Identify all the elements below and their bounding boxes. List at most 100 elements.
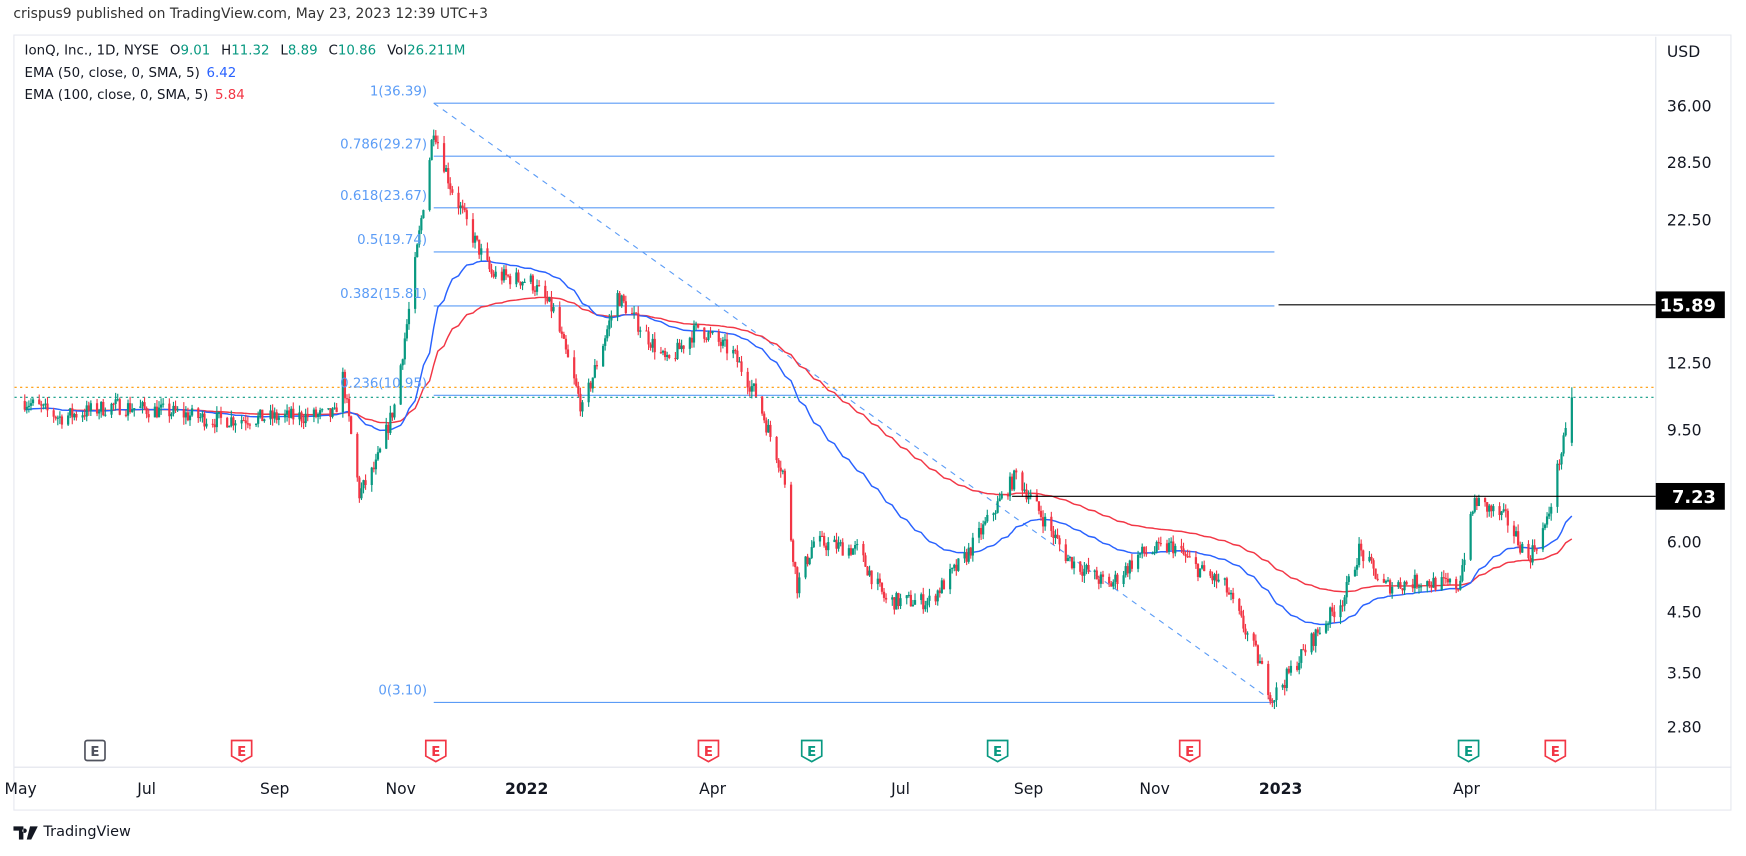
candle-body [876, 578, 879, 585]
candle-body [1426, 581, 1429, 587]
candle [133, 408, 136, 417]
candle-body [459, 205, 462, 209]
ema100-legend[interactable]: EMA (100, close, 0, SMA, 5) 5.84 [24, 86, 245, 103]
candle [1275, 682, 1278, 707]
currency-label: USD [1667, 43, 1700, 61]
candle-body [1318, 632, 1321, 634]
candle [1081, 565, 1084, 582]
candle [765, 417, 768, 436]
candle-body [969, 547, 972, 556]
earnings-marker-shape [84, 739, 106, 762]
earnings-marker-icon[interactable]: E [84, 739, 106, 762]
candle-body [1430, 585, 1433, 588]
candle-body [1188, 556, 1191, 558]
candle [558, 301, 561, 333]
candle [1461, 558, 1464, 583]
candle-body [1448, 579, 1452, 583]
candle [197, 407, 200, 423]
earnings-marker-icon[interactable]: E [986, 739, 1009, 763]
candle [362, 479, 365, 494]
candle [1112, 579, 1115, 590]
candle-body [1198, 568, 1202, 578]
candle [490, 263, 493, 278]
candle-body [920, 594, 923, 601]
candle-body [1459, 580, 1462, 590]
candle-body [521, 281, 524, 286]
candle [1167, 538, 1171, 555]
candle-body [436, 142, 439, 144]
candle-body [1300, 649, 1303, 663]
candle [1419, 583, 1423, 592]
candle-body [1112, 581, 1115, 587]
ema50-legend[interactable]: EMA (50, close, 0, SMA, 5) 6.42 [24, 64, 237, 81]
candle-body [1298, 662, 1301, 670]
candle [290, 406, 293, 419]
candle [211, 419, 214, 428]
earnings-marker-icon[interactable]: E [1457, 739, 1480, 763]
candle-body [306, 413, 309, 418]
candle-body [1070, 557, 1074, 569]
earnings-marker-icon[interactable]: E [1178, 739, 1201, 763]
candle [719, 337, 722, 353]
candle [1473, 494, 1476, 514]
candle-body [1153, 551, 1156, 554]
candle-body [928, 595, 931, 601]
fib-level-label: 1(36.39) [370, 84, 427, 99]
candle [347, 393, 351, 422]
candle-body [957, 558, 960, 571]
candle [938, 587, 941, 598]
candle [1211, 571, 1214, 585]
tradingview-logo[interactable]: TradingView [13, 824, 131, 841]
candle [676, 338, 679, 360]
time-tick-label: Nov [1139, 780, 1169, 798]
candle [924, 600, 927, 612]
candle [478, 239, 481, 259]
candle [1139, 553, 1142, 558]
candle-body [449, 183, 452, 190]
candle [23, 394, 26, 412]
candle [709, 326, 712, 338]
earnings-marker-icon[interactable]: E [800, 739, 823, 763]
price-tick-label: 2.80 [1667, 719, 1702, 737]
candle [1541, 522, 1545, 553]
candle [385, 417, 388, 450]
candle [792, 538, 795, 567]
candle [635, 312, 638, 315]
earnings-marker-icon[interactable]: E [697, 739, 720, 763]
earnings-marker-icon[interactable]: E [424, 739, 447, 763]
candle [1360, 539, 1363, 557]
candle [1558, 459, 1561, 471]
candle-body [618, 293, 621, 307]
candle-body [75, 413, 78, 418]
candle [401, 358, 404, 370]
candle-body [632, 312, 636, 314]
candle [680, 339, 683, 353]
candle [523, 278, 526, 283]
candle [67, 412, 70, 427]
candle-body [1050, 516, 1053, 531]
symbol-legend[interactable]: IonQ, Inc., 1D, NYSE O9.01 H11.32 L8.89 … [24, 42, 472, 58]
candle-body [1399, 582, 1402, 589]
candle [186, 407, 190, 422]
candle-body [1302, 649, 1305, 651]
candle [703, 327, 706, 343]
candle-body [174, 405, 177, 411]
candle [451, 185, 454, 195]
candle [1564, 422, 1567, 437]
candle [1434, 576, 1437, 592]
candle [1188, 550, 1191, 558]
candle [1304, 644, 1307, 656]
candle-body [1345, 581, 1348, 598]
candle [1486, 502, 1489, 518]
candle [1023, 482, 1026, 493]
candle-body [335, 407, 338, 413]
earnings-marker-icon[interactable]: E [1544, 739, 1567, 763]
candle-body [835, 539, 838, 549]
fib-level-label: 0.786(29.27) [340, 137, 427, 152]
candle-body [399, 365, 402, 405]
candle [141, 400, 144, 414]
candle [205, 418, 208, 429]
earnings-marker-icon[interactable]: E [230, 739, 253, 763]
candle [779, 460, 782, 478]
